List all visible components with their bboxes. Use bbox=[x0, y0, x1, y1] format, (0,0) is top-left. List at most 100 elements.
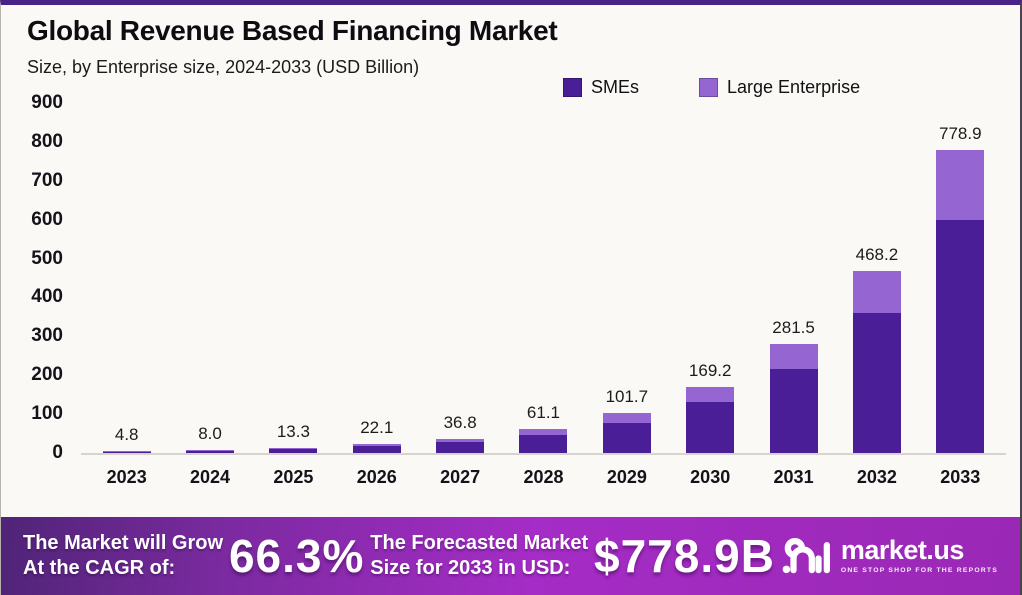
y-axis-tick-label: 600 bbox=[31, 208, 63, 230]
x-axis-label: 2030 bbox=[690, 467, 731, 487]
stacked-bar bbox=[852, 270, 901, 453]
plot-area: 4.8 2023 8.0 2024 13.3 2025 22.1 2026 36.8 2027 61… bbox=[81, 103, 1006, 487]
x-axis-label: 2029 bbox=[606, 467, 647, 487]
bar-segment-smes bbox=[436, 442, 485, 453]
forecast-label: The Forecasted Market Size for 2033 in U… bbox=[370, 531, 588, 581]
cagr-label-line1: The Market will Grow bbox=[23, 532, 224, 554]
stacked-bar bbox=[769, 343, 818, 453]
bar-total-label: 22.1 bbox=[360, 418, 394, 438]
bar-segment-large-enterprise bbox=[186, 449, 235, 451]
bar-group-2030: 169.2 2030 bbox=[669, 103, 752, 487]
x-axis-label: 2033 bbox=[940, 467, 981, 487]
y-axis-tick-label: 700 bbox=[31, 169, 63, 191]
bar-total-label: 169.2 bbox=[688, 361, 732, 381]
bar-total-label: 8.0 bbox=[198, 423, 222, 443]
brand-block: market.us ONE STOP SHOP FOR THE REPORTS bbox=[781, 536, 998, 576]
forecast-value: $778.9B bbox=[594, 530, 775, 582]
bar-group-2025: 13.3 2025 bbox=[252, 103, 335, 487]
x-axis-label: 2025 bbox=[273, 467, 314, 487]
x-axis-label: 2028 bbox=[523, 467, 564, 487]
bar-total-label: 4.8 bbox=[114, 425, 139, 445]
bar-segment-large-enterprise bbox=[686, 387, 735, 403]
bar-total-label: 101.7 bbox=[605, 387, 649, 407]
bar-segment-large-enterprise bbox=[602, 413, 651, 423]
bar-segment-large-enterprise bbox=[269, 447, 318, 450]
chart-subtitle: Size, by Enterprise size, 2024-2033 (USD… bbox=[27, 57, 420, 77]
x-axis-label: 2032 bbox=[856, 467, 897, 487]
bar-segment-large-enterprise bbox=[769, 343, 818, 369]
bar-group-2029: 101.7 2029 bbox=[585, 103, 668, 487]
stacked-bar bbox=[519, 429, 568, 453]
bar-group-2024: 8.0 2024 bbox=[168, 103, 251, 487]
bar-total-label: 36.8 bbox=[443, 412, 477, 432]
market-us-logo-icon bbox=[782, 538, 830, 574]
bar-group-2027: 36.8 2027 bbox=[418, 103, 501, 487]
brand-name: market.us bbox=[840, 535, 965, 566]
bar-segment-large-enterprise bbox=[852, 270, 901, 313]
bar-group-2023: 4.8 2023 bbox=[85, 103, 168, 487]
bar-total-label: 468.2 bbox=[855, 244, 899, 264]
x-axis-label: 2023 bbox=[106, 467, 147, 487]
x-axis-label: 2026 bbox=[356, 467, 397, 487]
stacked-bar bbox=[936, 150, 985, 453]
bar-segment-large-enterprise bbox=[352, 444, 401, 447]
bar-segment-smes bbox=[186, 450, 235, 453]
cagr-label-line2: At the CAGR of: bbox=[23, 557, 176, 579]
stacked-bar bbox=[102, 451, 151, 453]
legend-label-smes: SMEs bbox=[591, 77, 640, 97]
bar-segment-smes bbox=[686, 402, 735, 453]
stacked-bar bbox=[602, 413, 651, 453]
x-axis-label: 2027 bbox=[440, 467, 481, 487]
brand-tagline: ONE STOP SHOP FOR THE REPORTS bbox=[840, 567, 998, 575]
forecast-label-line1: The Forecasted Market bbox=[370, 532, 589, 554]
bar-segment-smes bbox=[936, 219, 985, 453]
bar-total-label: 61.1 bbox=[526, 403, 561, 423]
bar-group-2031: 281.5 2031 bbox=[752, 103, 835, 487]
bar-segment-large-enterprise bbox=[936, 150, 985, 220]
legend-item-large-enterprise: Large Enterprise bbox=[699, 77, 860, 98]
y-axis-tick-label: 300 bbox=[31, 325, 63, 347]
y-axis-tick-label: 900 bbox=[31, 92, 63, 113]
y-axis-tick-label: 400 bbox=[31, 286, 63, 308]
x-axis-label: 2024 bbox=[190, 467, 231, 487]
smes-swatch-icon bbox=[563, 78, 582, 97]
legend: SMEs Large Enterprise bbox=[563, 77, 860, 98]
cagr-value: 66.3% bbox=[228, 530, 365, 582]
legend-item-smes: SMEs bbox=[563, 77, 639, 98]
bar-total-label: 13.3 bbox=[276, 421, 310, 441]
y-axis: 0 100 200 300 400 500 600 700 800 900 bbox=[1, 92, 73, 463]
y-axis-tick-label: 200 bbox=[31, 364, 63, 386]
legend-label-large-enterprise: Large Enterprise bbox=[727, 77, 861, 97]
bar-total-label: 778.9 bbox=[939, 124, 982, 144]
bar-segment-smes bbox=[602, 422, 651, 453]
bar-segment-smes bbox=[269, 449, 318, 453]
y-axis-tick-label: 500 bbox=[31, 247, 63, 269]
bar-group-2026: 22.1 2026 bbox=[335, 103, 418, 487]
bar-segment-smes bbox=[769, 368, 818, 453]
cagr-label: The Market will Grow At the CAGR of: bbox=[23, 531, 223, 581]
stacked-bar bbox=[436, 438, 485, 453]
bar-group-2028: 61.1 2028 bbox=[502, 103, 585, 487]
bar-segment-smes bbox=[519, 434, 568, 453]
bar-segment-smes bbox=[352, 446, 401, 453]
stacked-bar bbox=[186, 449, 235, 453]
y-axis-tick-label: 100 bbox=[31, 403, 63, 425]
bar-total-label: 281.5 bbox=[772, 317, 815, 337]
bar-segment-large-enterprise bbox=[519, 429, 568, 435]
footer-banner: The Market will Grow At the CAGR of: 66.… bbox=[1, 517, 1020, 595]
bar-segment-smes bbox=[852, 312, 901, 453]
forecast-label-line2: Size for 2033 in USD: bbox=[370, 557, 571, 579]
bar-group-2032: 468.2 2032 bbox=[835, 103, 918, 487]
bar-segment-smes bbox=[102, 451, 151, 453]
brand-text: market.us ONE STOP SHOP FOR THE REPORTS bbox=[841, 537, 998, 575]
x-axis-label: 2031 bbox=[773, 467, 814, 487]
y-axis-tick-label: 800 bbox=[31, 130, 63, 152]
bar-group-2033: 778.9 2033 bbox=[919, 103, 1002, 487]
stacked-bar bbox=[269, 447, 318, 453]
stacked-bar bbox=[352, 444, 401, 453]
y-axis-tick-label: 0 bbox=[52, 442, 63, 463]
bar-segment-large-enterprise bbox=[436, 438, 485, 442]
stacked-bar bbox=[686, 387, 735, 453]
page-title: Global Revenue Based Financing Market bbox=[27, 15, 558, 46]
